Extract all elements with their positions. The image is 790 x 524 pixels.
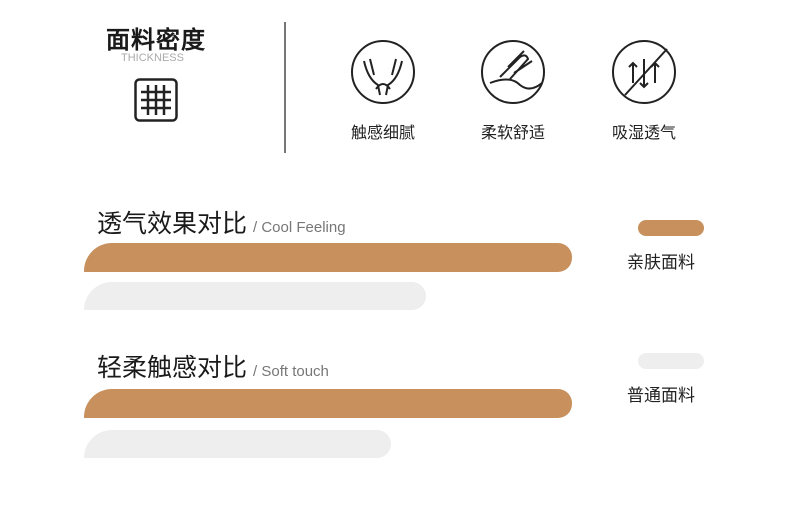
legend-swatch-premium (638, 220, 704, 236)
hand-touch-icon (481, 40, 545, 104)
thickness-title: 面料密度 (106, 26, 206, 54)
category-title: 轻柔触感对比 (97, 353, 248, 382)
feature-breathable: 吸湿透气 (589, 39, 699, 143)
legend-swatch-normal (638, 353, 704, 369)
bar-normal-0 (84, 282, 426, 310)
feature-label: 触感细腻 (350, 123, 415, 142)
feature-label: 柔软舒适 (480, 123, 545, 142)
bar-normal-1 (84, 430, 392, 458)
bar-premium-1 (84, 389, 572, 418)
feature-label: 吸湿透气 (611, 123, 676, 142)
section-title-soft: 轻柔触感对比 / Soft touch (97, 348, 329, 384)
grid-icon (134, 78, 178, 122)
feature-soft: 柔软舒适 (458, 39, 568, 143)
legend-label-normal: 普通面料 (627, 386, 695, 406)
bar-premium-0 (84, 243, 572, 272)
feature-smooth: 触感细腻 (328, 39, 438, 143)
category-subtitle: / Cool Feeling (253, 219, 346, 236)
hands-icon (351, 40, 415, 104)
divider (284, 22, 286, 153)
category-title: 透气效果对比 (97, 209, 248, 238)
category-subtitle: / Soft touch (253, 363, 329, 380)
thickness-subtitle: THICKNESS (121, 52, 184, 64)
airflow-arrows-icon (612, 40, 676, 104)
legend-label-premium: 亲肤面料 (627, 253, 695, 273)
section-title-cool: 透气效果对比 / Cool Feeling (97, 204, 346, 240)
